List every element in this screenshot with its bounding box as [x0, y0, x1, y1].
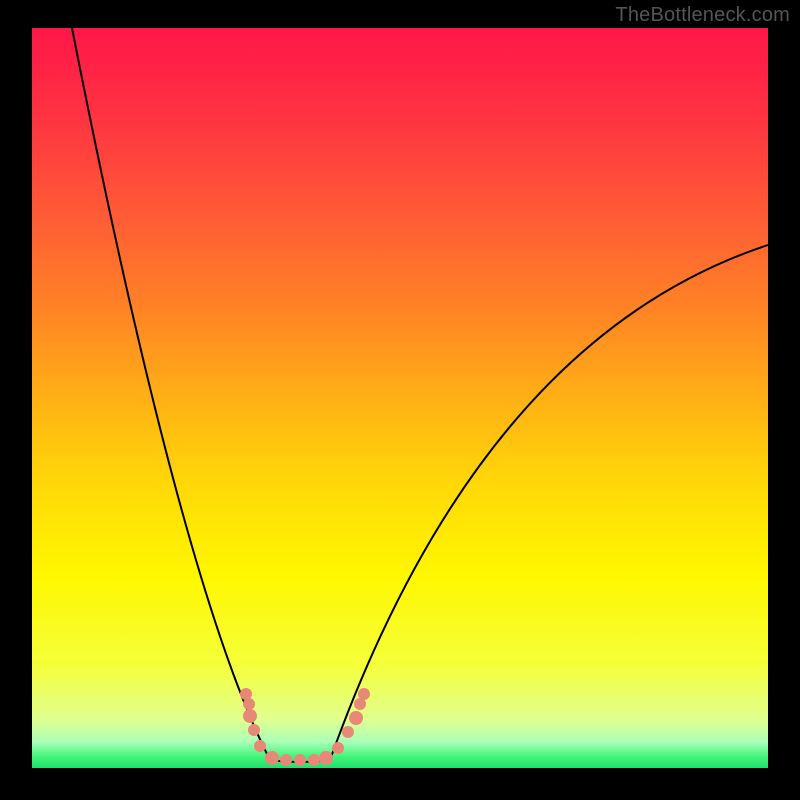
- data-marker: [248, 724, 260, 736]
- data-marker: [342, 726, 354, 738]
- data-marker: [319, 751, 333, 765]
- bottleneck-chart: [0, 0, 800, 800]
- data-marker: [254, 740, 266, 752]
- watermark-text: TheBottleneck.com: [615, 4, 790, 27]
- data-marker: [243, 698, 255, 710]
- data-marker: [243, 709, 257, 723]
- data-marker: [294, 754, 306, 766]
- chart-container: TheBottleneck.com: [0, 0, 800, 800]
- data-marker: [332, 742, 344, 754]
- data-marker: [349, 711, 363, 725]
- plot-background: [32, 28, 768, 768]
- data-marker: [308, 754, 320, 766]
- data-marker: [280, 754, 292, 766]
- data-marker: [358, 688, 370, 700]
- data-marker: [265, 751, 279, 765]
